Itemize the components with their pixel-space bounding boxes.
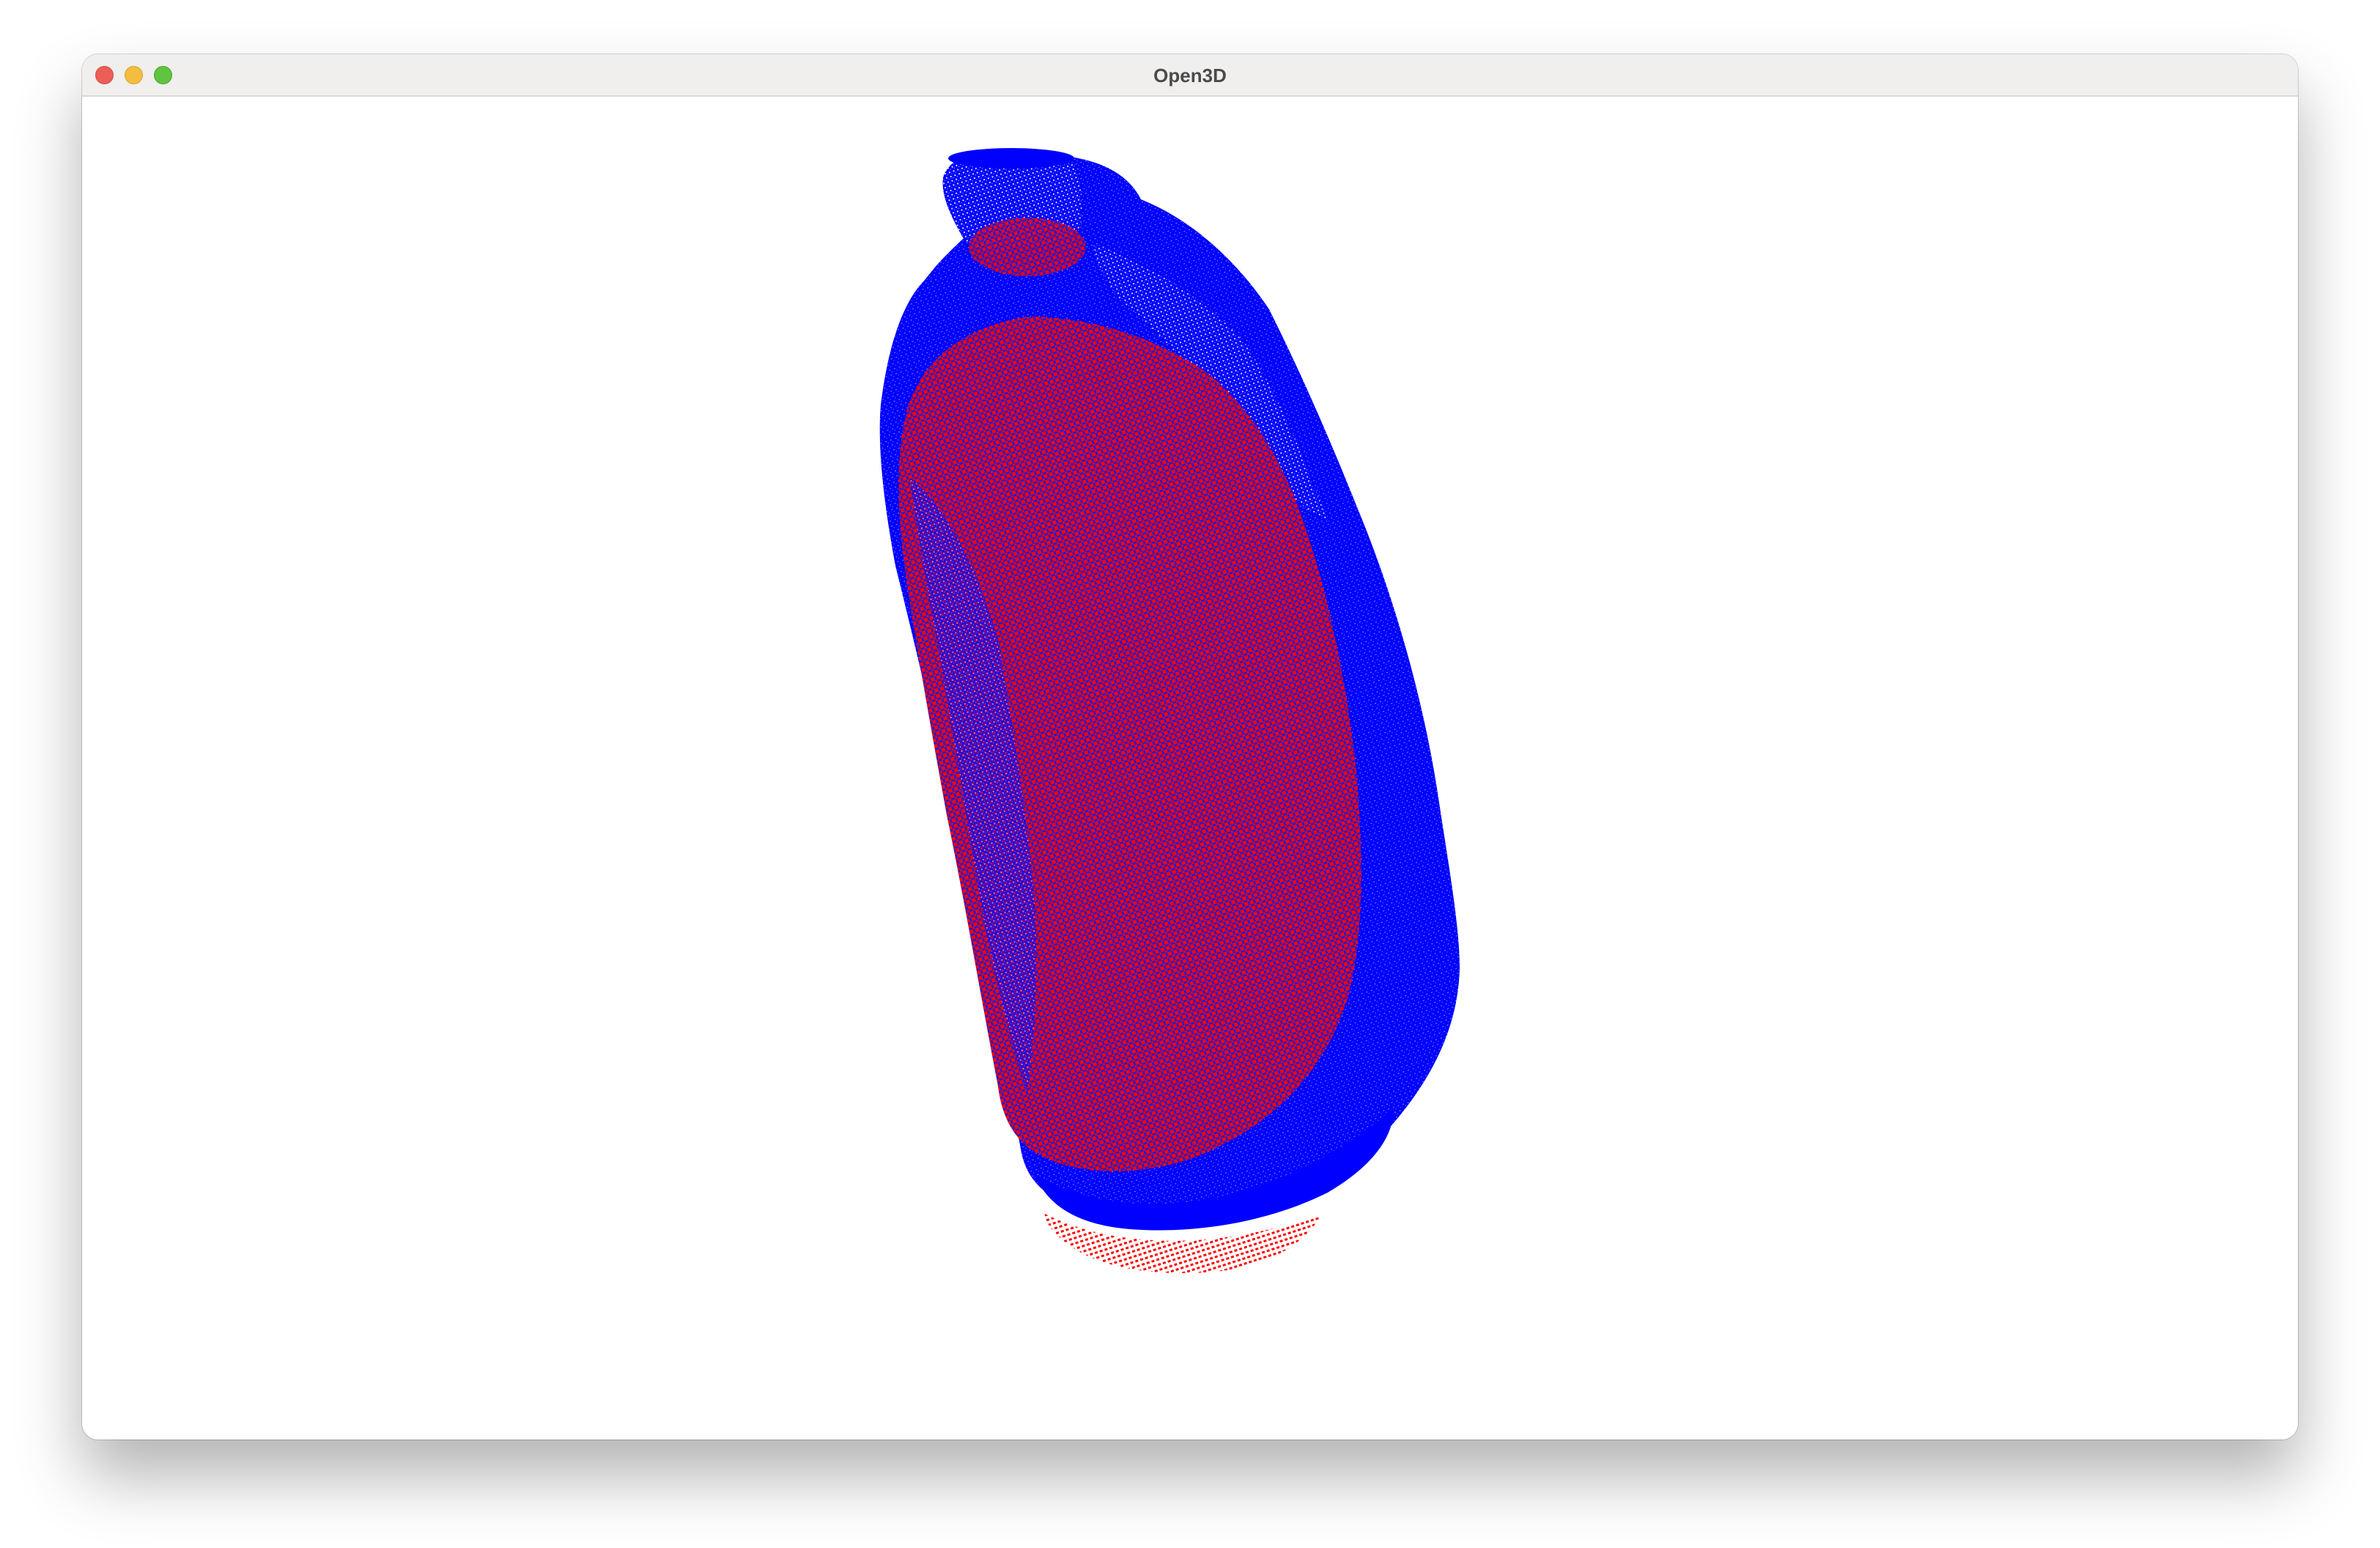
minimize-button[interactable] <box>125 66 143 84</box>
render-viewport[interactable] <box>82 97 2298 1440</box>
window-title: Open3D <box>1153 64 1227 86</box>
cap-rim <box>948 148 1074 169</box>
title-bar[interactable]: Open3D <box>82 54 2298 97</box>
left-speckle <box>910 478 1036 1094</box>
point-cloud-canvas[interactable] <box>82 97 2298 1440</box>
bottom-rim <box>1035 1108 1394 1231</box>
zoom-button[interactable] <box>154 66 172 84</box>
red-base-cloud <box>1042 1212 1320 1273</box>
open3d-window[interactable]: Open3D <box>82 54 2298 1440</box>
inner-cap-cloud <box>969 218 1086 276</box>
close-button[interactable] <box>95 66 114 84</box>
